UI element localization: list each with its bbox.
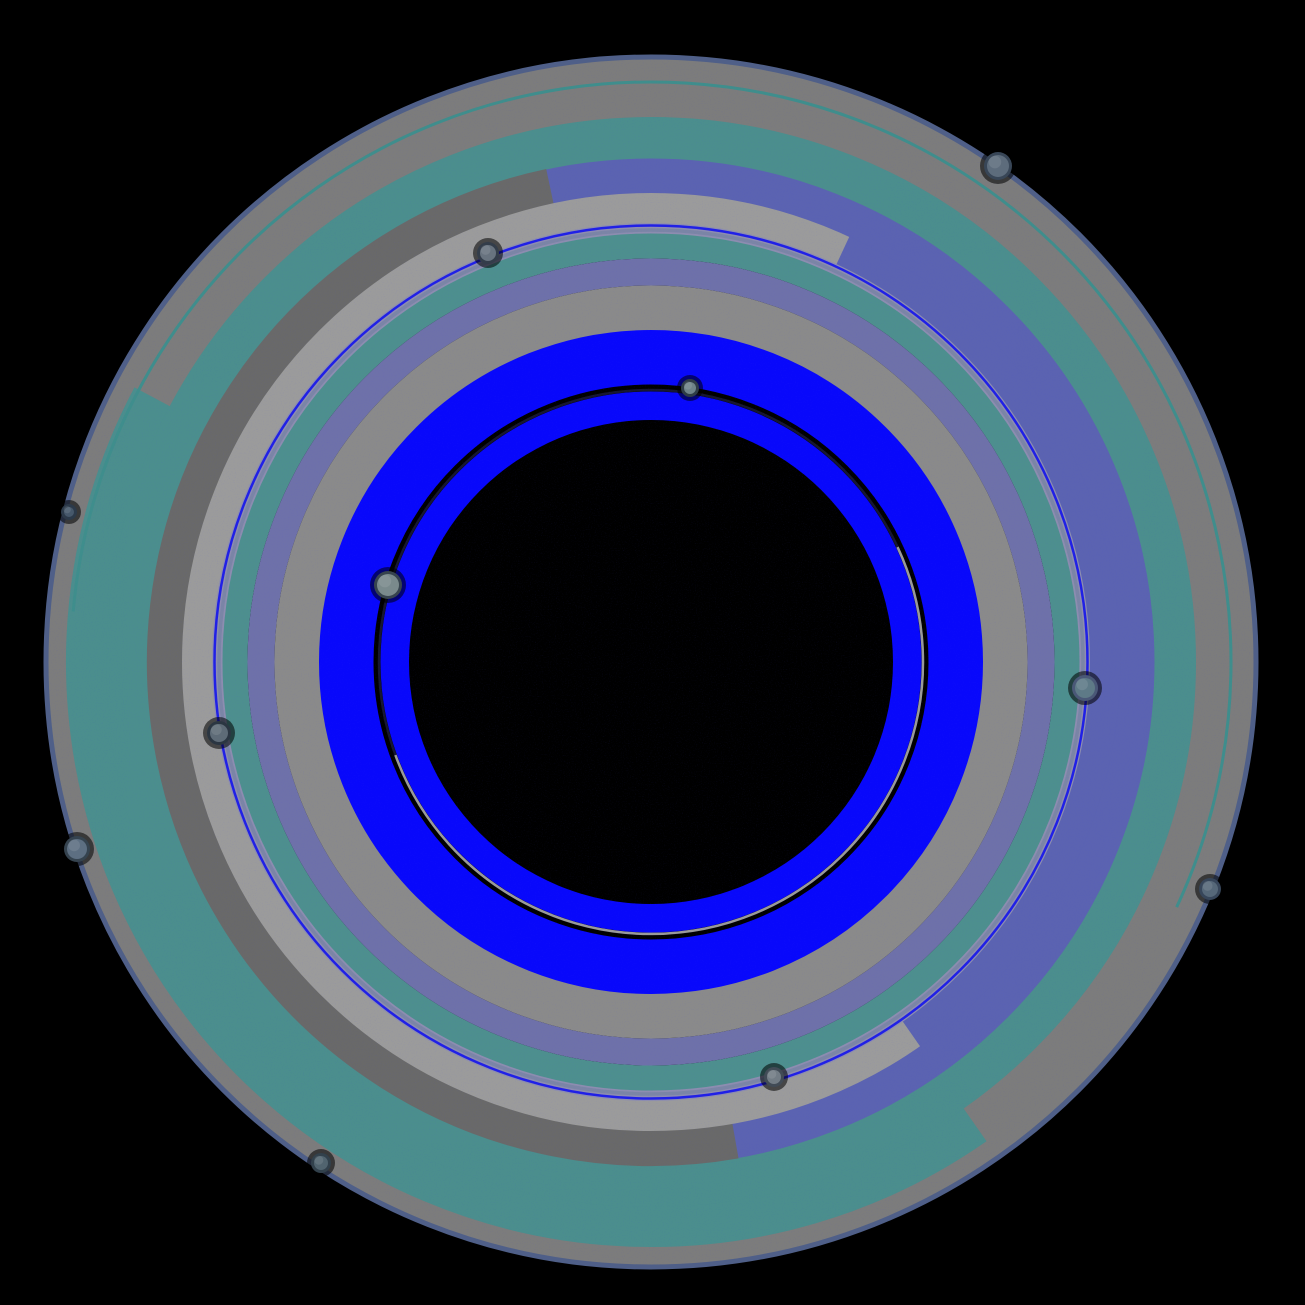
outer-node-5-highlight [1202,880,1213,891]
mid-orbit-node-2-body [1075,678,1095,698]
inner-orbit-node-2[interactable] [370,567,406,603]
outer-node-3[interactable] [60,832,94,866]
outer-node-3-body [67,839,87,859]
outer-node-5[interactable] [1195,874,1225,904]
inner-orbit-node-2-body [377,574,399,596]
outer-node-3-highlight [68,839,80,852]
mid-orbit-node-2[interactable] [1068,671,1102,705]
mid-orbit-node-3-body [210,724,228,742]
mid-orbit-node-1[interactable] [473,238,503,268]
outer-node-4[interactable] [307,1149,335,1177]
outer-node-4-body [314,1156,328,1170]
mid-orbit-node-4-body [767,1070,781,1084]
mid-orbit-node-4-highlight [767,1069,777,1079]
inner-orbit-node-1-body [684,382,696,394]
outer-node-2-body [64,507,74,517]
mid-orbit-node-2-highlight [1076,678,1088,691]
mid-orbit-node-4[interactable] [760,1063,788,1091]
outer-node-2[interactable] [57,500,81,524]
outer-outline [43,54,1259,1270]
outer-node-5-body [1202,881,1218,897]
outer-node-1-body [987,155,1009,177]
outer-node-1-highlight [988,155,1002,169]
outer-node-2-highlight [63,506,71,514]
inner-orbit-node-2-highlight [378,574,392,588]
outer-node-4-highlight [314,1155,324,1165]
orbit-node-markers [57,148,1225,1177]
mid-orbit-node-1-highlight [480,244,491,255]
outer-node-1[interactable] [980,148,1016,184]
mid-orbit-node-1-body [480,245,496,261]
inner-orbit-node-1-highlight [683,381,693,390]
mid-orbit-node-3[interactable] [203,717,235,749]
inner-orbit-node-1[interactable] [677,375,703,401]
mid-orbit-node-3-highlight [210,724,222,736]
